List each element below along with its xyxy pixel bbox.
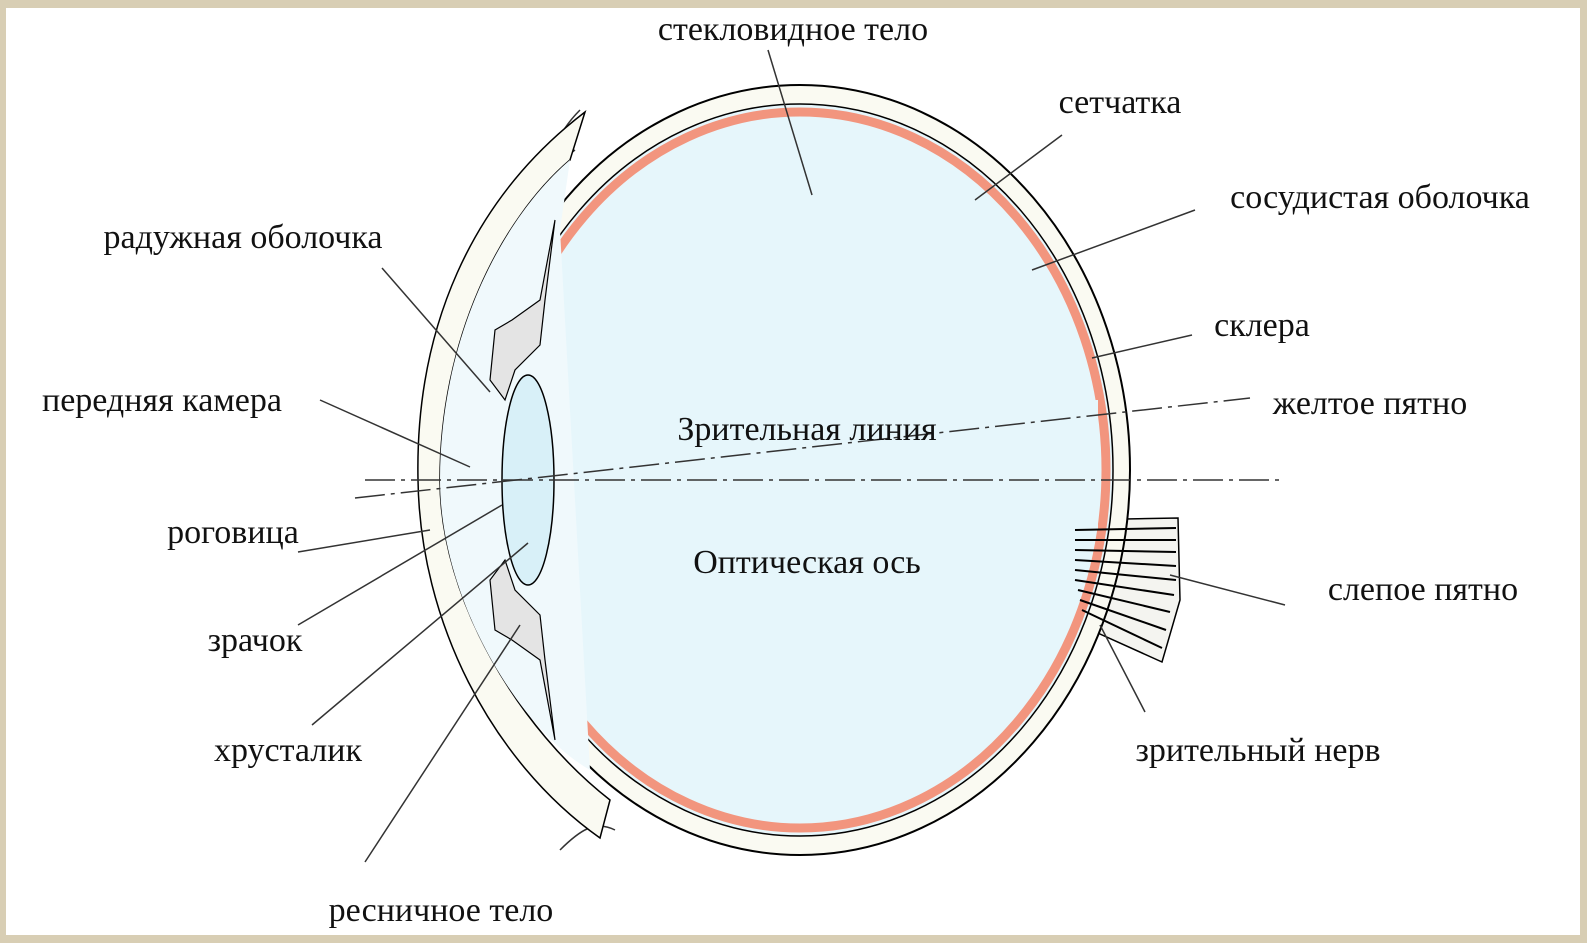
label: склера — [1214, 307, 1310, 344]
label: желтое пятно — [1272, 385, 1467, 422]
eye-diagram: стекловидное тело сетчатка сосудистая обол… — [0, 0, 1587, 943]
label: Оптическая ось — [693, 544, 921, 581]
label: стекловидное тело — [658, 11, 928, 48]
label: передняя камера — [42, 382, 282, 419]
label: ресничное тело — [329, 892, 554, 929]
label: сетчатка — [1059, 84, 1182, 121]
label: зрачок — [208, 622, 303, 659]
label: зрительный нерв — [1135, 732, 1380, 769]
label: радужная оболочка — [104, 219, 383, 256]
label: слепое пятно — [1328, 571, 1518, 608]
label: Зрительная линия — [677, 411, 937, 448]
label: хрусталик — [214, 732, 362, 769]
label: роговица — [167, 514, 299, 551]
label: сосудистая оболочка — [1230, 179, 1530, 216]
fovea — [1068, 400, 1098, 530]
